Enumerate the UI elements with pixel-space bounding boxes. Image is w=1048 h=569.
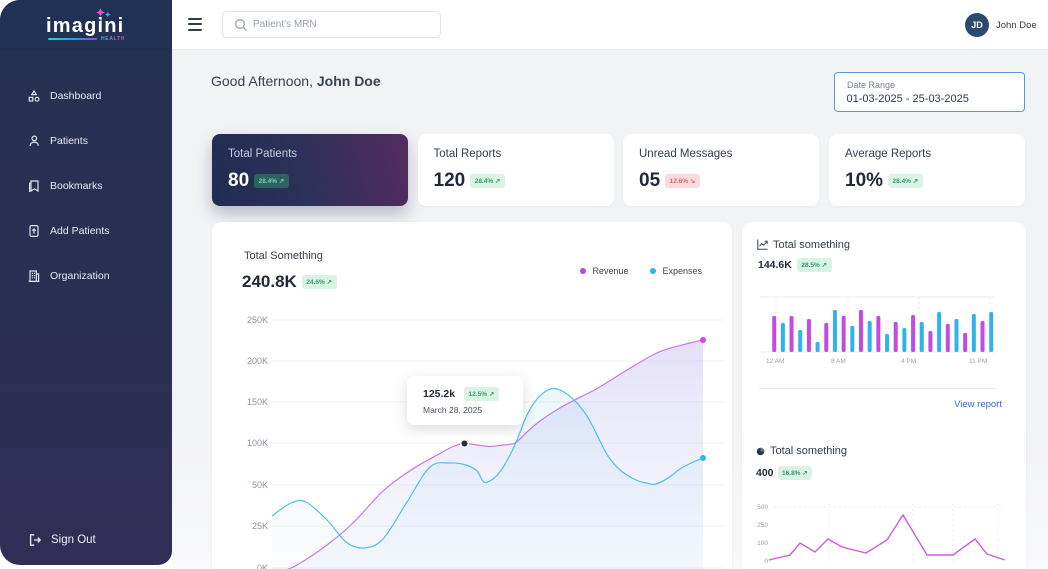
svg-text:4 PM: 4 PM	[901, 358, 916, 365]
svg-text:200K: 200K	[247, 356, 268, 366]
svg-text:25K: 25K	[252, 521, 268, 531]
svg-text:0: 0	[764, 558, 768, 565]
svg-text:12 AM: 12 AM	[766, 358, 784, 365]
svg-text:150K: 150K	[247, 397, 268, 407]
svg-text:11 PM: 11 PM	[969, 358, 987, 365]
svg-text:250: 250	[757, 522, 768, 529]
svg-text:500: 500	[757, 504, 768, 511]
svg-text:50K: 50K	[252, 480, 268, 490]
svg-text:0K: 0K	[257, 563, 268, 569]
svg-text:100K: 100K	[247, 438, 268, 448]
svg-text:250K: 250K	[247, 315, 268, 325]
svg-text:100: 100	[757, 540, 768, 547]
svg-text:8 AM: 8 AM	[831, 358, 846, 365]
